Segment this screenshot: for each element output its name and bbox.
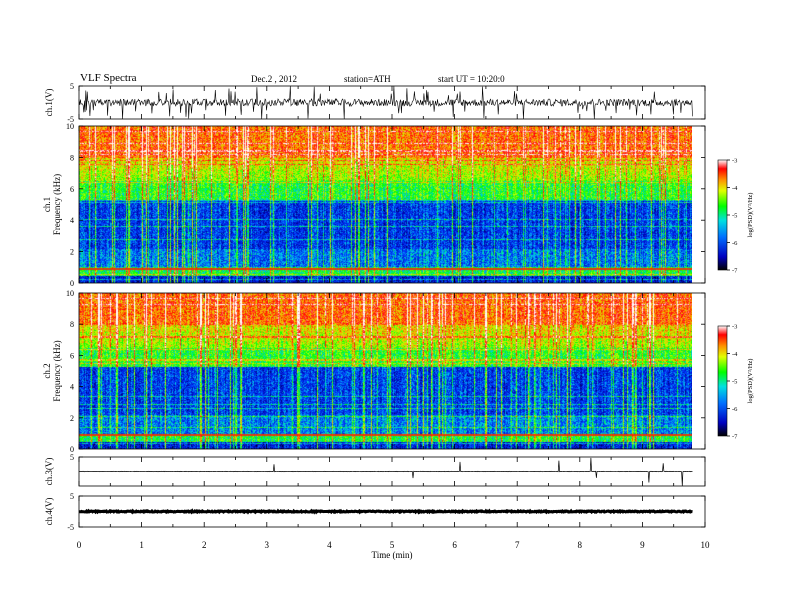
ch4-waveform-ylabel: ch.4(V) [44, 498, 54, 526]
colorbar-tick-label: -4 [732, 351, 738, 358]
ch1-spectrogram-ylabel: Frequency (kHz) [52, 174, 62, 235]
xtick-label: 2 [202, 540, 207, 550]
ch3-waveform-trace [78, 457, 693, 486]
header-start-time: start UT = 10:20:0 [438, 74, 505, 84]
xtick-label: 7 [515, 540, 520, 550]
ch1-spectrogram-ytick-label: 2 [70, 248, 74, 257]
xtick-label: 10 [701, 540, 711, 550]
ch3-waveform-ytick-label: 5 [70, 453, 74, 462]
ch2-spectrogram-ylabel: Frequency (kHz) [52, 340, 62, 401]
xtick-label: 8 [578, 540, 583, 550]
colorbar-tick-label: -6 [732, 406, 738, 413]
ch1-waveform-trace [78, 85, 693, 120]
ch2-spectrogram-ytick-label: 8 [70, 320, 74, 329]
colorbar-tick-label: -6 [732, 240, 738, 247]
colorbar-tick-label: -3 [732, 324, 737, 331]
colorbar-tick-label: -5 [732, 379, 737, 386]
ch2-spectrogram-ytick-label: 10 [66, 289, 74, 298]
ch4-waveform-ytick-label: -5 [67, 523, 74, 532]
ch4-waveform-ytick-label: 5 [70, 492, 74, 501]
xtick-label: 0 [77, 540, 82, 550]
xtick-label: 6 [452, 540, 457, 550]
ch1-spectrogram-channel-label: ch.1 [42, 197, 52, 212]
ch1-spectrogram-ytick-label: 4 [70, 216, 74, 225]
ch1-spectrogram-ytick-label: 6 [70, 185, 74, 194]
ch3-waveform-ylabel: ch.3(V) [44, 458, 54, 486]
ch2-spectrogram-channel-label: ch.2 [42, 363, 52, 378]
ch2-spectrogram-ytick-label: 0 [70, 445, 74, 454]
header-station: station=ATH [344, 74, 391, 84]
xtick-label: 4 [327, 540, 332, 550]
colorbar-tick-label: -3 [732, 158, 737, 165]
colorbar-tick-label: -5 [732, 213, 737, 220]
ch1-spectrogram-ytick-label: 8 [70, 153, 74, 162]
xtick-label: 3 [265, 540, 270, 550]
ch2-spectrogram-ytick-label: 4 [70, 383, 74, 392]
ch1-waveform-ylabel: ch.1(V) [44, 89, 54, 117]
ch2-spectrogram-image [79, 293, 692, 449]
xtick-label: 1 [139, 540, 144, 550]
ch1-spectrogram-ytick-label: 10 [66, 122, 74, 131]
xtick-label: 5 [390, 540, 395, 550]
x-axis-label: Time (min) [372, 550, 413, 560]
ch2-spectrogram-ytick-label: 6 [70, 351, 74, 360]
ch2-spectrogram-ytick-label: 2 [70, 414, 74, 423]
figure-title: VLF Spectra [80, 72, 137, 84]
header-date: Dec.2 , 2012 [251, 74, 297, 84]
colorbar-tick-label: -4 [732, 185, 738, 192]
colorbar-label: log(PSD)(V²/Hz) [747, 193, 754, 238]
ch1-waveform-ytick-label: 5 [70, 82, 74, 91]
ch1-spectrogram-ytick-label: 0 [70, 279, 74, 288]
colorbar-2 [717, 325, 728, 437]
ch1-spectrogram-image [79, 126, 692, 283]
colorbar-tick-label: -7 [732, 268, 738, 275]
colorbar-1 [717, 159, 728, 271]
xtick-label: 9 [640, 540, 645, 550]
colorbar-tick-label: -7 [732, 434, 738, 441]
ch4-waveform-trace [78, 508, 693, 515]
colorbar-label: log(PSD)(V²/Hz) [747, 359, 754, 404]
ch1-waveform-ytick-label: -5 [67, 115, 74, 124]
